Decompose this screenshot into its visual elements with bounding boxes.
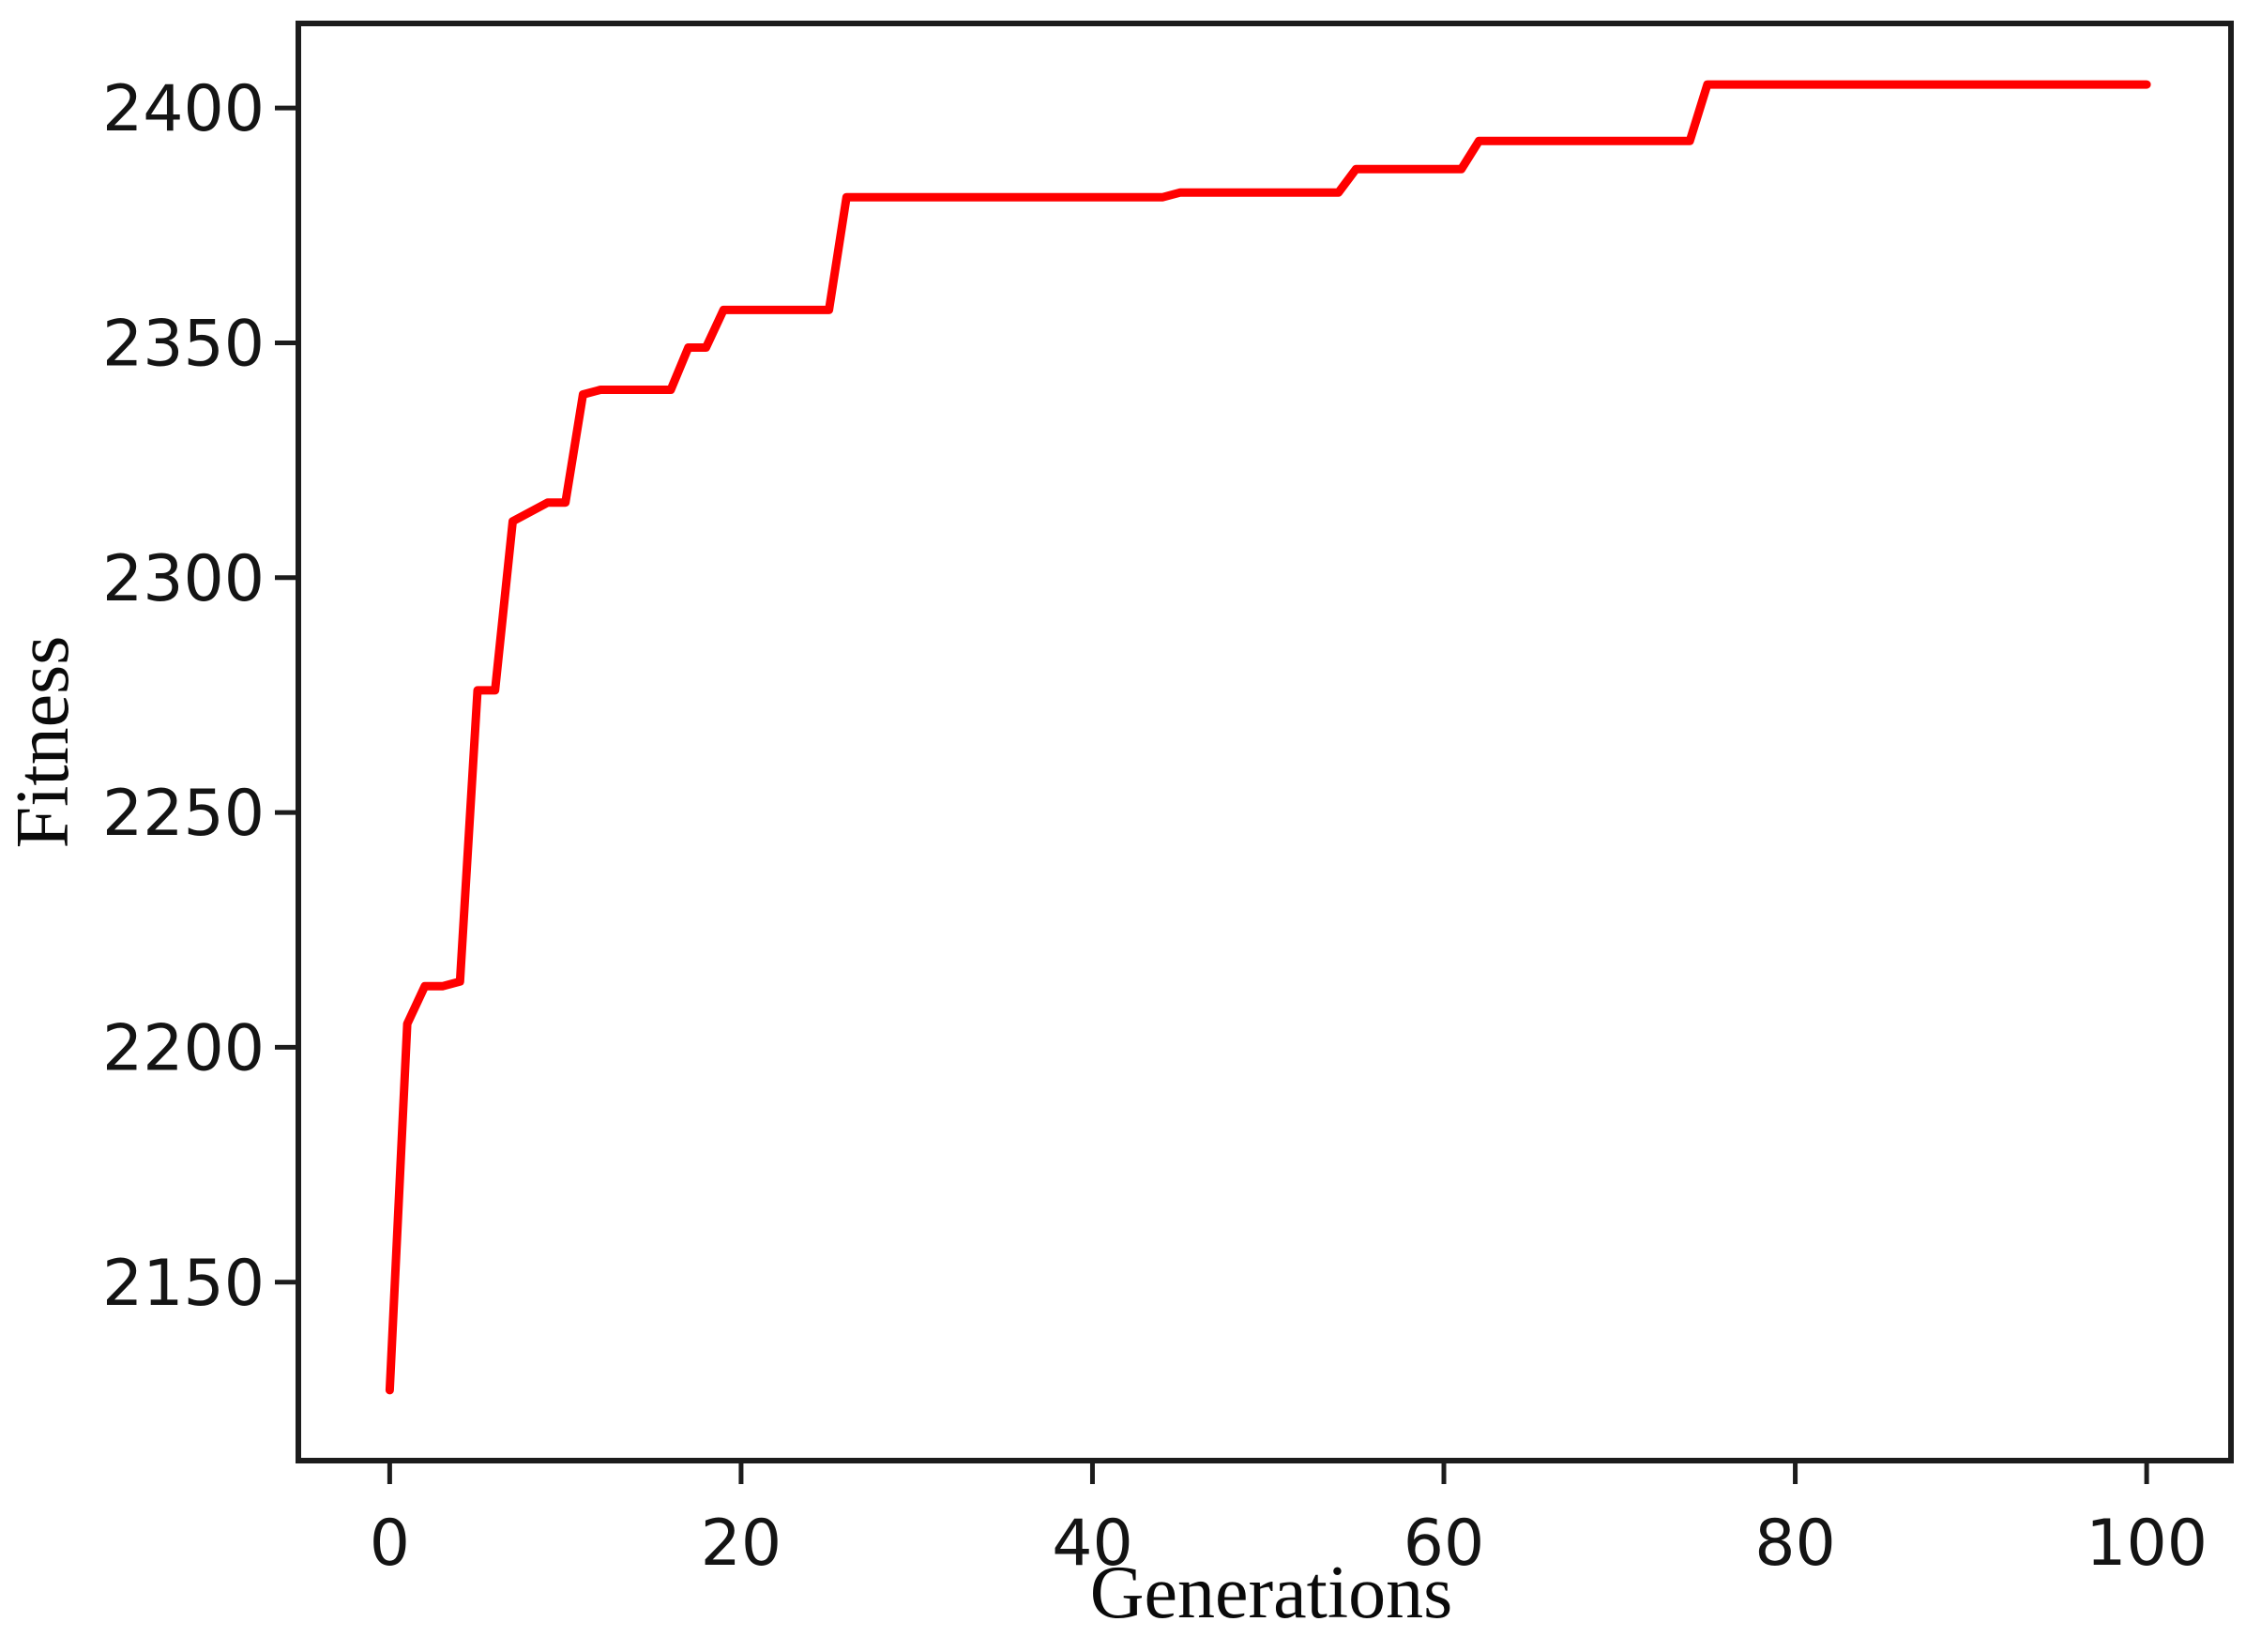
fitness-line [385,80,2151,1395]
x-axis-label: Generations [1090,1552,1453,1634]
y-tick-label: 2400 [102,72,265,146]
y-tick-label: 2350 [102,307,265,381]
x-tick-label: 60 [1404,1507,1485,1581]
plot-border [296,21,2234,1463]
x-tick-label: 80 [1754,1507,1836,1581]
y-tick-label: 2150 [102,1247,265,1321]
y-tick-label: 2250 [102,777,265,851]
x-tick-label: 100 [2086,1507,2208,1581]
x-tick-label: 20 [701,1507,782,1581]
x-tick-label: 0 [370,1507,410,1581]
y-axis-label: Fitness [2,636,84,849]
y-tick-label: 2200 [102,1011,265,1085]
x-tick-label: 40 [1052,1507,1133,1581]
y-tick-label: 2300 [102,542,265,616]
x-axis-ticks: 0 20 40 60 80 100 [370,1461,2208,1581]
y-axis-ticks: 2150 2200 2250 2300 2350 2400 [102,72,298,1321]
